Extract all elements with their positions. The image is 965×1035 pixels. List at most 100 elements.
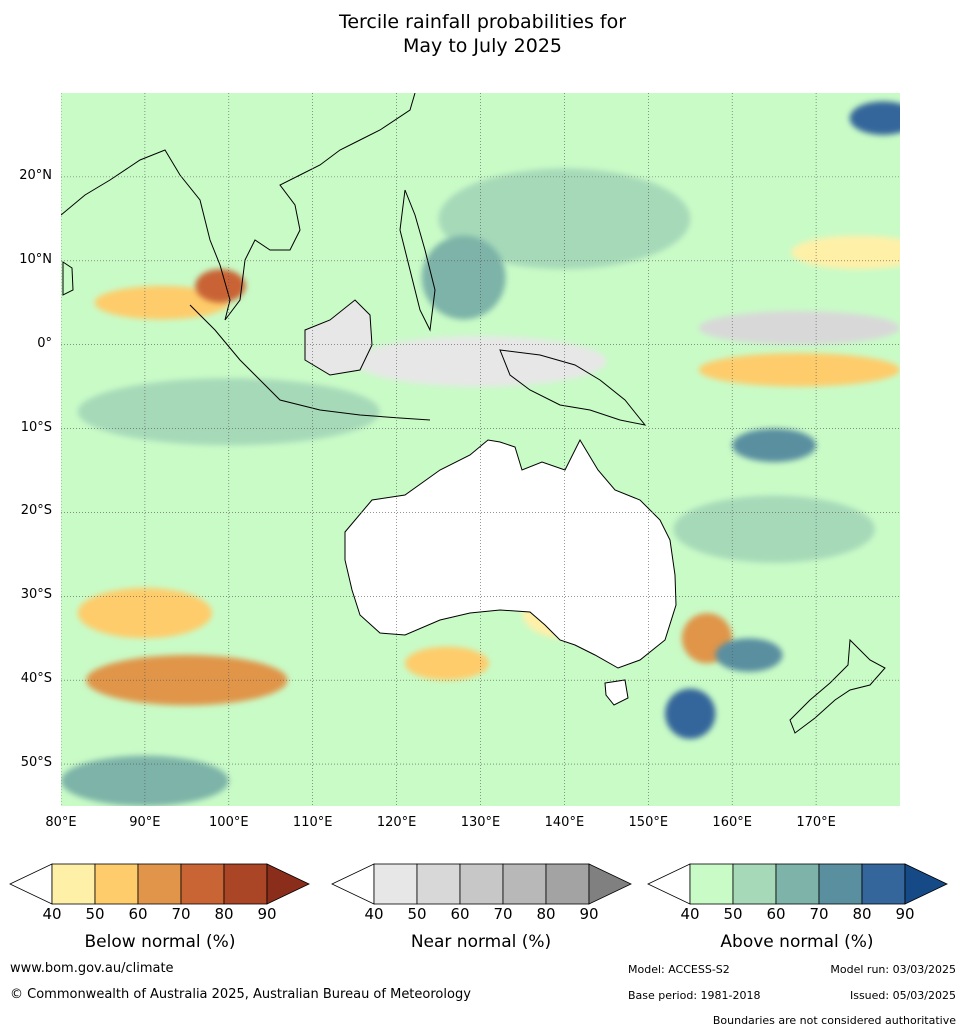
new-guinea-coastline [499, 349, 647, 426]
legend-swatch [137, 863, 182, 905]
legend-swatch [689, 863, 734, 905]
region-near-10 [354, 336, 607, 387]
map-title: Tercile rainfall probabilities for May t… [0, 10, 965, 58]
legend-colorbars [9, 863, 948, 905]
latitude-label: 10°S [20, 419, 52, 435]
legend-tick-label: 70 [493, 905, 513, 923]
legend-tick-label: 80 [852, 905, 872, 923]
legend-tick-label: 50 [723, 905, 743, 923]
legend-tick-label: 70 [171, 905, 191, 923]
legend-title-near: Near normal (%) [410, 932, 552, 952]
longitude-label: 100°E [209, 815, 249, 830]
region-above-17 [665, 688, 716, 739]
legend-tick-label: 80 [214, 905, 234, 923]
legend-swatch [545, 863, 590, 905]
legend-tick-label: 60 [450, 905, 470, 923]
legend-swatch [732, 863, 777, 905]
legend-overflow-triangle [266, 863, 310, 905]
region-above-12 [438, 168, 691, 270]
legend-swatch [416, 863, 461, 905]
longitude-label: 170°E [796, 815, 836, 830]
gridlines [61, 93, 900, 806]
region-above-19 [849, 101, 900, 135]
legend-swatch [223, 863, 268, 905]
region-above-20 [673, 495, 875, 563]
longitude-label: 120°E [376, 815, 417, 830]
legend-underflow-triangle [647, 863, 691, 905]
legend-tick-label: 40 [680, 905, 700, 923]
latitude-label: 20°N [19, 167, 52, 183]
region-below-6 [404, 646, 489, 681]
title-line-1: Tercile rainfall probabilities for [338, 11, 627, 33]
legend-swatch [502, 863, 547, 905]
model-text: Model: ACCESS-S2 [628, 963, 730, 976]
model-run-text: Model run: 03/03/2025 [830, 963, 956, 976]
legend-swatch [180, 863, 225, 905]
legend-tick-label: 70 [809, 905, 829, 923]
philippines-coastline [399, 189, 436, 332]
copyright-text: © Commonwealth of Australia 2025, Austra… [10, 987, 471, 1002]
legend-title-below: Below normal (%) [84, 932, 236, 952]
longitude-label: 130°E [460, 815, 501, 830]
region-above-15 [732, 428, 817, 463]
legend-tick-label: 40 [42, 905, 62, 923]
new-zealand-outline [789, 638, 886, 734]
longitude-label: 90°E [129, 815, 161, 830]
australia-landmass [61, 93, 886, 734]
region-below-0 [94, 285, 229, 320]
longitude-label: 150°E [628, 815, 669, 830]
legend-swatch [818, 863, 863, 905]
region-below-3 [698, 353, 900, 387]
longitude-label: 80°E [45, 815, 77, 830]
region-above-18 [715, 638, 783, 672]
legend-swatch [51, 863, 96, 905]
legend-tick-label: 60 [766, 905, 786, 923]
longitude-label: 160°E [712, 815, 752, 830]
rainfall-map [61, 93, 900, 806]
latitude-label: 30°S [20, 587, 52, 603]
longitude-label: 110°E [292, 815, 333, 830]
legend-underflow-triangle [331, 863, 375, 905]
longitude-label: 140°E [544, 815, 585, 830]
legend-tick-label: 90 [895, 905, 915, 923]
title-line-2: May to July 2025 [403, 35, 562, 57]
region-below-1 [195, 269, 246, 303]
legend-swatch [373, 863, 418, 905]
map-field [61, 93, 900, 806]
sri-lanka-coastline [62, 261, 74, 296]
region-near-11 [698, 311, 900, 345]
region-above-13 [421, 235, 506, 320]
legend-tick-label: 40 [364, 905, 384, 923]
legend-tick-label: 90 [579, 905, 599, 923]
legend-tick-label: 90 [257, 905, 277, 923]
website-link[interactable]: www.bom.gov.au/climate [10, 961, 174, 976]
region-below-5 [77, 587, 213, 639]
australia-outline [344, 438, 677, 669]
legend-swatch [459, 863, 504, 905]
region-below-2 [790, 235, 900, 270]
latitude-label: 40°S [20, 671, 52, 687]
borneo-coastline [304, 299, 373, 376]
asia-coastline [61, 93, 416, 321]
legend-tick-label: 50 [407, 905, 427, 923]
tasmania-outline [604, 679, 629, 706]
base-period-text: Base period: 1981-2018 [628, 989, 761, 1002]
legend-overflow-triangle [588, 863, 632, 905]
issued-text: Issued: 05/03/2025 [849, 989, 956, 1002]
legend-swatch [94, 863, 139, 905]
latitude-label: 20°S [20, 503, 52, 519]
legend-swatch [775, 863, 820, 905]
disclaimer-text: Boundaries are not considered authoritat… [712, 1014, 956, 1027]
legend-swatch [861, 863, 906, 905]
legend-tick-label: 80 [536, 905, 556, 923]
latitude-label: 10°N [19, 251, 52, 267]
legend-tick-label: 50 [85, 905, 105, 923]
latitude-label: 50°S [20, 755, 52, 771]
latitude-label: 0° [37, 335, 52, 351]
region-below-4 [86, 655, 288, 706]
sumatra-java-coastline [189, 304, 431, 421]
legend-overflow-triangle [904, 863, 948, 905]
legend-underflow-triangle [9, 863, 53, 905]
legend-tick-label: 60 [128, 905, 148, 923]
legend-title-above: Above normal (%) [720, 932, 874, 952]
